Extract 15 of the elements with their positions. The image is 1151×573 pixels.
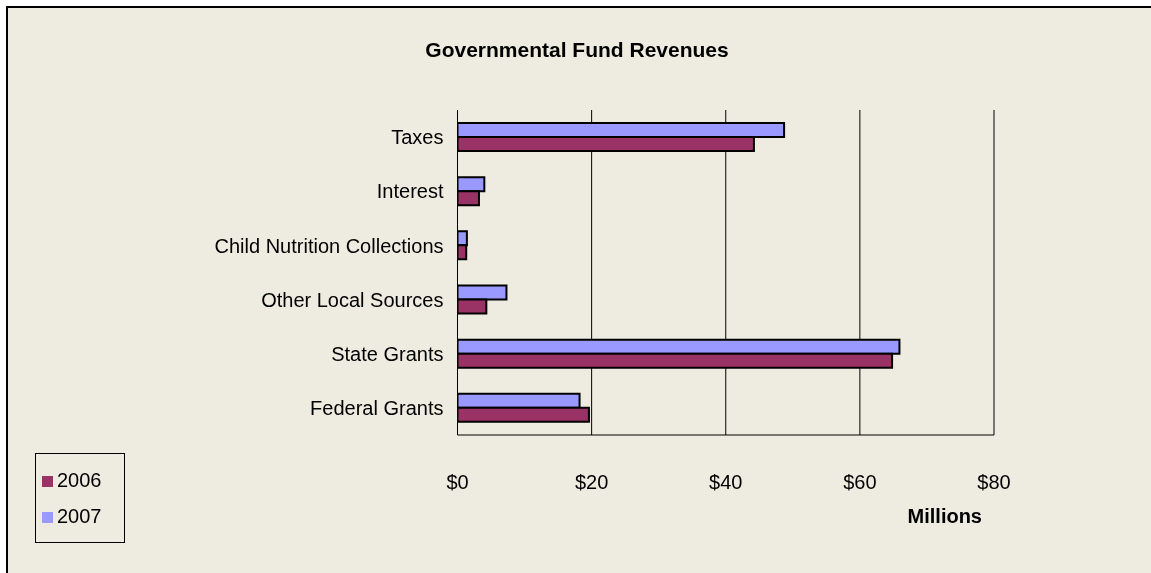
y-tick-label: Other Local Sources <box>261 288 444 311</box>
legend-label: 2007 <box>57 505 102 527</box>
x-tick-label: $0 <box>446 471 469 494</box>
y-tick-label: Taxes <box>391 126 444 149</box>
x-tick-label: $40 <box>709 471 743 494</box>
y-tick-label: State Grants <box>331 342 444 365</box>
x-axis-title: Millions <box>907 505 982 527</box>
x-tick-label: $20 <box>574 471 609 494</box>
legend-label: 2006 <box>57 469 102 491</box>
y-tick-label: Federal Grants <box>310 397 444 420</box>
y-tick-label: Interest <box>376 180 444 203</box>
chart-title: Governmental Fund Revenues <box>424 38 730 62</box>
x-tick-label: $80 <box>977 471 1011 494</box>
y-tick-label: Child Nutrition Collections <box>214 234 444 257</box>
x-tick-label: $60 <box>843 471 877 494</box>
